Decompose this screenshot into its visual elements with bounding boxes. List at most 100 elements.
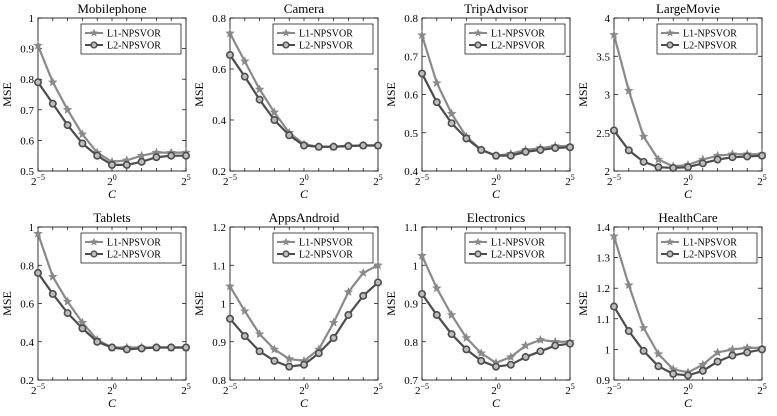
data-point-l1-npsvor (77, 129, 88, 139)
data-point-l2-npsvor (344, 142, 353, 151)
data-point-l2-npsvor (299, 360, 308, 369)
data-point-l1-npsvor (624, 280, 634, 290)
data-point-l2-npsvor (255, 95, 264, 104)
data-point-l2-npsvor (477, 356, 486, 365)
data-point-l2-npsvor (167, 343, 176, 352)
data-point-l2-npsvor (167, 151, 176, 160)
data-point-l2-npsvor (417, 289, 426, 298)
data-point-l2-npsvor (698, 366, 707, 375)
series-line-l2-npsvor (37, 272, 186, 351)
subplot-title: Mobilephone (77, 1, 147, 16)
x-axis-label: C (108, 187, 117, 201)
data-point-l2-npsvor (743, 348, 752, 357)
legend-entry-label: L1-NPSVOR (107, 238, 161, 249)
legend-marker-star (89, 28, 99, 37)
y-axis-label: MSE (384, 82, 398, 107)
data-point-l2-npsvor (551, 341, 560, 350)
data-point-l2-npsvor (182, 151, 191, 160)
data-point-l1-npsvor (712, 347, 723, 357)
y-tick-label: 0.9 (596, 375, 610, 387)
x-tick-label: 2−5 (415, 382, 429, 397)
legend-box (464, 23, 566, 55)
data-point-l1-npsvor (254, 329, 265, 339)
y-tick-label: 2 (605, 166, 611, 178)
data-point-l1-npsvor (476, 348, 486, 358)
x-axis-label: C (492, 187, 501, 201)
data-point-l1-npsvor (269, 344, 280, 354)
data-point-l2-npsvor (491, 362, 500, 371)
data-point-l2-npsvor (137, 157, 146, 166)
data-point-l2-npsvor (63, 121, 72, 130)
data-point-l1-npsvor (240, 306, 250, 316)
data-point-l2-npsvor (624, 146, 633, 155)
data-point-l1-npsvor (432, 78, 442, 88)
y-tick-label: 0.5 (404, 128, 418, 140)
data-point-l1-npsvor (48, 77, 58, 87)
subplot-camera: Camera 0.2 0.4 0.6 0.8 2−5 20 25 C MSE L1-NPSVORL2… (192, 1, 383, 201)
data-point-l2-npsvor (93, 151, 102, 160)
data-point-l1-npsvor (417, 250, 427, 260)
legend-marker-circle (90, 250, 98, 258)
legend-marker-star (665, 237, 675, 246)
data-point-l1-npsvor (33, 40, 43, 50)
x-tick-label: 2−5 (31, 382, 45, 397)
data-point-l2-npsvor (506, 151, 515, 160)
series-line-l1-npsvor (229, 264, 379, 363)
x-axis-label: C (300, 187, 309, 201)
y-tick-label: 0.9 (404, 299, 418, 311)
data-point-l2-npsvor (63, 309, 72, 318)
y-tick-label: 0.8 (404, 13, 418, 25)
data-point-l1-npsvor (62, 296, 73, 306)
data-point-l1-npsvor (446, 108, 457, 118)
legend-marker-circle (282, 41, 290, 49)
data-point-l2-npsvor (639, 346, 648, 355)
y-tick-label: 1.1 (404, 222, 418, 234)
y-tick-label: 0.6 (20, 299, 34, 311)
data-point-l2-npsvor (285, 362, 294, 371)
data-point-l2-npsvor (108, 343, 117, 352)
data-point-l2-npsvor (491, 151, 500, 160)
data-point-l2-npsvor (743, 152, 752, 161)
legend-entry-label: L2-NPSVOR (107, 250, 161, 261)
legend-box (656, 232, 758, 264)
series-line-l2-npsvor (613, 305, 763, 377)
data-point-l2-npsvor (565, 339, 574, 348)
y-tick-label: 0.5 (20, 166, 34, 178)
data-point-l2-npsvor (536, 145, 545, 154)
legend-box (80, 23, 182, 55)
x-tick-label: 20 (107, 382, 117, 397)
y-tick-label: 0.4 (404, 166, 418, 178)
data-point-l2-npsvor (270, 356, 279, 365)
y-tick-label: 0.7 (404, 51, 418, 63)
y-tick-label: 3.5 (596, 51, 610, 63)
data-point-l2-npsvor (344, 310, 353, 319)
x-tick-label: 2−5 (607, 173, 621, 188)
data-point-l1-npsvor (269, 107, 280, 117)
data-point-l2-npsvor (255, 347, 264, 356)
x-tick-label: 25 (757, 173, 767, 188)
x-axis-label: C (300, 396, 309, 410)
x-tick-label: 20 (491, 173, 501, 188)
subplot-title: Tablets (93, 210, 130, 225)
data-point-l2-npsvor (447, 119, 456, 128)
data-point-l2-npsvor (477, 145, 486, 154)
data-point-l1-npsvor (520, 340, 531, 350)
data-point-l2-npsvor (93, 337, 102, 346)
data-point-l2-npsvor (654, 163, 663, 172)
series-line-l1-npsvor (36, 45, 186, 163)
legend-entry-label: L1-NPSVOR (299, 238, 353, 249)
legend-entry-label: L2-NPSVOR (491, 250, 545, 261)
x-tick-label: 2−5 (607, 382, 621, 397)
subplot-mobilephone: Mobilephone 0.5 0.6 0.7 0.8 0.9 1 2−5 20 25 C MSE L1… (0, 1, 191, 201)
x-tick-label: 25 (181, 382, 191, 397)
legend-entry-label: L1-NPSVOR (299, 29, 353, 40)
data-point-l2-npsvor (506, 360, 515, 369)
legend-marker-star (281, 237, 291, 246)
data-point-l1-npsvor (638, 322, 649, 333)
legend-marker-star (473, 28, 483, 37)
data-point-l1-npsvor (358, 267, 368, 277)
x-tick-label: 25 (757, 382, 767, 397)
x-tick-label: 2−5 (223, 173, 237, 188)
data-point-l2-npsvor (373, 278, 382, 287)
data-point-l2-npsvor (270, 116, 279, 125)
